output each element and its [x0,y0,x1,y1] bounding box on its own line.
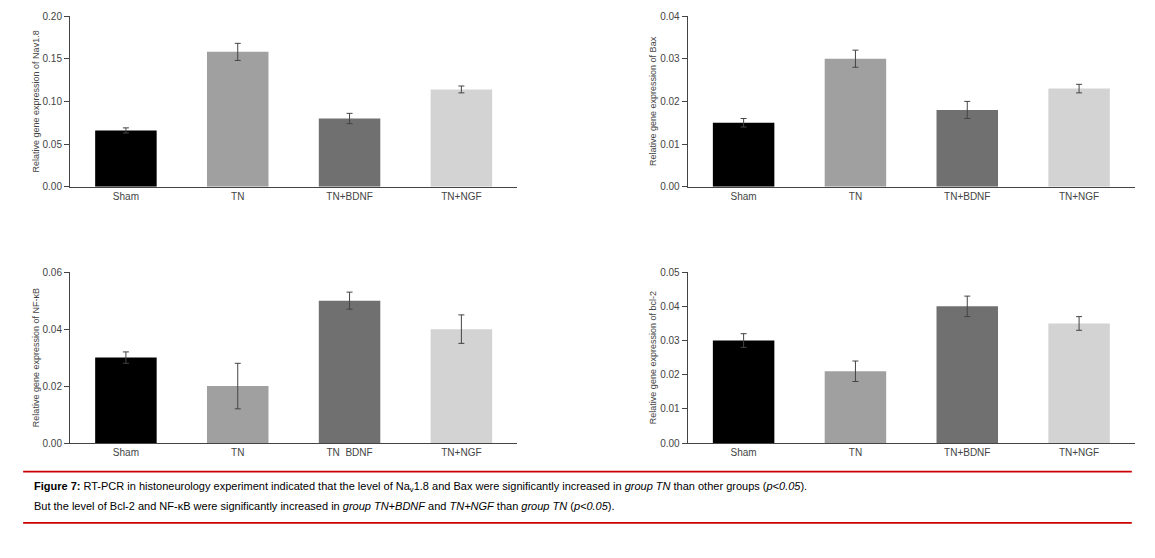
svg-text:0.02: 0.02 [43,381,63,392]
svg-text:TN: TN [231,447,244,458]
svg-text:Relative gene expression of Ba: Relative gene expression of Bax [648,36,658,166]
svg-text:0.01: 0.01 [660,139,680,150]
svg-text:TN: TN [849,191,862,202]
svg-text:TN+BDNF: TN+BDNF [326,191,372,202]
svg-text:TN+NGF: TN+NGF [1059,191,1099,202]
svg-text:TN+NGF: TN+NGF [441,447,481,458]
svg-text:TN+NGF: TN+NGF [1059,447,1099,458]
svg-text:0.06: 0.06 [43,267,63,278]
svg-text:Sham: Sham [113,191,139,202]
svg-text:0.04: 0.04 [660,301,680,312]
svg-text:0.01: 0.01 [660,403,680,414]
svg-text:Sham: Sham [731,191,757,202]
svg-text:0.10: 0.10 [43,96,63,107]
svg-text:0.03: 0.03 [660,53,680,64]
svg-text:0.15: 0.15 [43,53,63,64]
svg-text:0.02: 0.02 [660,96,680,107]
svg-text:0.04: 0.04 [43,324,63,335]
svg-text:Figure 7: RT-PCR in histoneuro: Figure 7: RT-PCR in histoneurology exper… [34,480,807,494]
svg-text:TN: TN [231,191,244,202]
svg-text:Relative gene expression of bc: Relative gene expression of bcl-2 [648,291,658,424]
svg-text:0.00: 0.00 [660,438,680,449]
svg-text:Sham: Sham [731,447,757,458]
svg-text:TN BDNF: TN BDNF [327,447,373,458]
svg-text:0.00: 0.00 [660,181,680,192]
svg-text:0.05: 0.05 [43,139,63,150]
svg-text:Sham: Sham [113,447,139,458]
svg-text:TN+BDNF: TN+BDNF [944,191,990,202]
svg-text:0.04: 0.04 [660,11,680,22]
svg-text:Relative gene expression of NF: Relative gene expression of NF-κB [31,288,41,427]
svg-text:TN+NGF: TN+NGF [441,191,481,202]
svg-text:0.02: 0.02 [660,369,680,380]
svg-text:0.00: 0.00 [43,181,63,192]
svg-text:TN: TN [849,447,862,458]
svg-text:TN+BDNF: TN+BDNF [944,447,990,458]
svg-text:But the level of Bcl-2 and NF-: But the level of Bcl-2 and NF-κB were si… [34,500,615,512]
svg-text:0.20: 0.20 [43,11,63,22]
svg-text:0.03: 0.03 [660,335,680,346]
svg-text:Relative gene expression of Na: Relative gene expression of Nav1.8 [31,30,41,172]
svg-text:0.05: 0.05 [660,267,680,278]
svg-text:0.00: 0.00 [43,438,63,449]
